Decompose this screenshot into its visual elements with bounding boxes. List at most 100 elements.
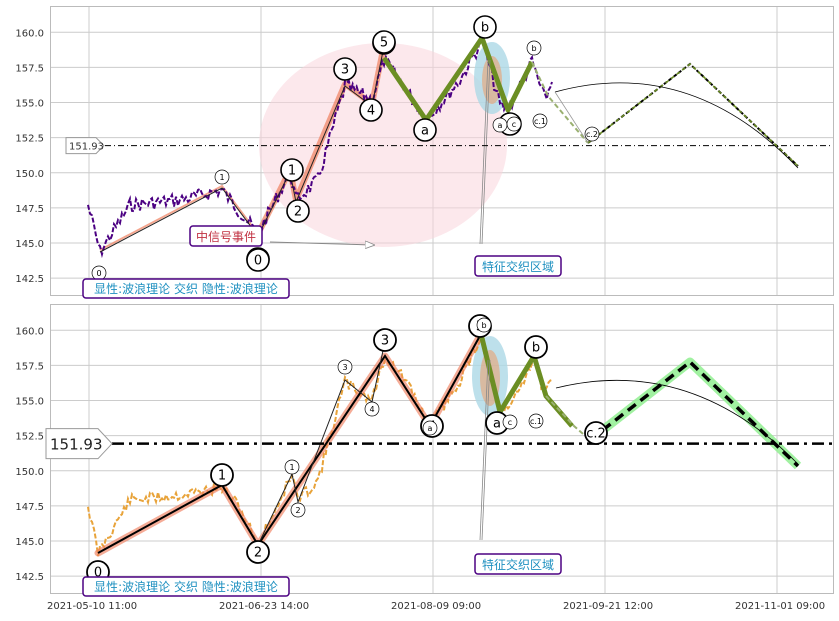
svg-text:0: 0 [254,254,262,269]
x-tick-label: 2021-08-09 09:00 [391,601,481,612]
svg-text:1: 1 [218,469,226,484]
svg-text:b: b [532,341,540,356]
bottom-wave-c-light [545,395,591,441]
top-reference-line: 151.93 [65,137,833,155]
top-footer-label-text: 显性:波浪理论 交织 隐性:波浪理论 [94,281,278,296]
wave-label: b [524,335,548,359]
wave-label: 0 [91,265,107,281]
x-tick-label: 2021-05-10 11:00 [47,601,137,612]
x-tick-label: 2021-11-01 09:00 [735,601,825,612]
svg-text:0: 0 [96,269,101,278]
top-signal-event-text: 中信号事件 [196,229,256,244]
wave-label: 3 [333,57,357,81]
svg-text:c.1: c.1 [534,117,546,126]
wave-label: c.2 [584,126,600,142]
reference-arrow [45,428,113,460]
svg-text:0: 0 [94,566,102,581]
top-wave-green-light [531,61,589,144]
bottom-footer-label-text: 显性:波浪理论 交织 隐性:波浪理论 [94,579,278,594]
wave-label: 2 [246,540,270,564]
bottom-price-series [87,333,553,557]
top-price-series [87,35,553,259]
y-tick-label: 152.5 [15,134,44,145]
x-tick-label: 2021-06-23 14:00 [219,601,309,612]
y-tick-label: 155.0 [15,397,44,408]
y-tick-label: 160.0 [15,28,44,39]
y-tick-label: 145.0 [15,537,44,548]
wave-label: 2 [286,199,310,223]
wave-label: c.1 [532,113,548,129]
svg-text:5: 5 [380,36,388,51]
svg-text:c.2: c.2 [586,130,598,139]
wave-label: 3 [337,359,353,375]
svg-text:b: b [481,321,486,330]
svg-text:2: 2 [254,546,262,561]
top-zone-connector [479,59,489,245]
bottom-footer-label-box: 显性:波浪理论 交织 隐性:波浪理论 [82,576,290,597]
wave-label: 1 [214,169,230,185]
y-tick-label: 157.5 [15,361,44,372]
bottom-wave1-thin [257,345,385,546]
top-arc [554,82,799,169]
y-tick-label: 147.5 [15,204,44,215]
y-tick-label: 147.5 [15,502,44,513]
svg-text:4: 4 [369,405,374,414]
wave-label: 5 [372,30,396,54]
svg-text:1: 1 [219,173,224,182]
svg-text:a: a [428,424,433,433]
top-wave1-thin [99,184,259,251]
svg-text:a: a [421,124,429,139]
svg-text:2: 2 [295,506,300,515]
bottom-zone-label-text: 特征交织区域 [482,557,554,572]
wave-label: 4 [359,98,383,122]
y-tick-label: 150.0 [15,169,44,180]
top-y-ticks: 142.5 145.0 147.5 150.0 152.5 155.0 157.5 160.0 [15,28,44,285]
x-tick-label: 2021-09-21 12:00 [563,601,653,612]
wave-label: 1 [210,463,234,487]
bottom-zone-connector-2 [481,359,491,541]
bottom-zone-label-box: 特征交织区域 [474,553,562,575]
bottom-panel-frame [50,304,834,594]
wave-label: 1 [280,158,304,182]
y-tick-label: 155.0 [15,99,44,110]
y-tick-label: 142.5 [15,274,44,285]
svg-text:2: 2 [294,205,302,220]
wave-label: b [476,317,492,333]
svg-text:1: 1 [288,164,296,179]
wave-labels: 123450acb5010abcc.1c.2012345bac.23412c.1… [86,15,608,584]
x-ticks: 2021-05-10 11:00 2021-06-23 14:00 2021-08-… [47,601,825,612]
wave-label: a [413,118,437,142]
wave-label: b [473,15,497,39]
y-tick-label: 160.0 [15,326,44,337]
svg-text:c: c [508,418,512,427]
bottom-zone-connector [479,359,489,541]
wave-label: c [506,116,522,132]
svg-text:c: c [512,120,516,129]
wave-label: 4 [364,401,380,417]
y-tick-label: 157.5 [15,63,44,74]
wave-label: b [526,40,542,56]
bottom-arc [555,379,799,465]
y-tick-label: 150.0 [15,467,44,478]
reference-label: 151.93 [50,436,103,454]
svg-text:c.2: c.2 [586,427,606,442]
svg-text:c.1: c.1 [530,417,542,426]
wave-label: c.1 [528,413,544,429]
top-projection-green [587,63,799,167]
svg-text:b: b [531,44,536,53]
svg-text:3: 3 [342,363,347,372]
wave-label: 1 [284,459,300,475]
top-footer-label-box: 显性:波浪理论 交织 隐性:波浪理论 [82,278,290,299]
y-tick-label: 152.5 [15,432,44,443]
wave-label: 0 [246,248,270,272]
top-zone-label-text: 特征交织区域 [482,259,554,274]
top-zone-label-box: 特征交织区域 [474,255,562,277]
top-event-arrow [269,242,374,245]
svg-text:a: a [493,417,501,432]
wave-label: 2 [290,502,306,518]
bottom-projection-dashed [588,359,800,468]
svg-text:3: 3 [341,63,349,78]
bottom-y-ticks: 142.5 145.0 147.5 150.0 152.5 155.0 157.5 160.0 [15,326,44,583]
